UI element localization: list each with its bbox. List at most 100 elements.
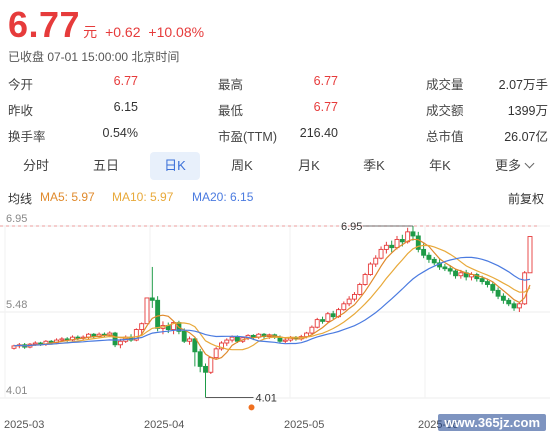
candle-body [522, 272, 528, 305]
candle-body [442, 266, 448, 270]
candle-body [171, 322, 177, 331]
candle-body [490, 284, 496, 291]
indicator-legend: 均线 MA5: 5.97 MA10: 5.97 MA20: 6.15 前复权 [8, 190, 548, 206]
x-tick-label: 2025-03 [4, 419, 44, 431]
candle-body [309, 326, 315, 334]
tab-yearly-k[interactable]: 年K [429, 158, 451, 173]
candle-body [511, 303, 517, 309]
candle-body [500, 295, 506, 301]
quote-label: 换手率 [8, 130, 46, 144]
candle-body [341, 303, 347, 311]
candle-body [426, 254, 432, 260]
candle-body [367, 263, 373, 276]
candle-body [431, 258, 437, 264]
candle-body [421, 248, 427, 256]
current-price: 6.77 [8, 4, 81, 45]
change-percent: +10.08% [148, 24, 205, 40]
candle-body [399, 239, 405, 243]
candle-body [117, 340, 123, 346]
price-unit: 元 [83, 24, 98, 40]
quote-label: 总市值 [426, 130, 464, 144]
quote-value: 6.77 [113, 74, 138, 88]
candle-body [458, 272, 464, 277]
candle-body [320, 319, 325, 322]
market-status: 已收盘 07-01 15:00:00 北京时间 [8, 50, 180, 64]
candle-body [527, 236, 533, 274]
candle-body [59, 338, 65, 341]
quote-label: 今开 [8, 78, 34, 92]
candle-body [133, 329, 139, 341]
candle-body [213, 348, 219, 359]
quote-row: 换手率 0.54% 市盈(TTM) 216.40 总市值 26.07亿 [8, 122, 548, 148]
candle-body [32, 342, 38, 345]
high-label: 6.95 [341, 221, 362, 233]
low-label: 4.01 [256, 392, 277, 404]
candle-body [219, 342, 224, 350]
y-tick-label: 6.95 [6, 213, 27, 225]
quote-value: 6.15 [113, 100, 138, 114]
candle-body [234, 336, 240, 342]
tab-daily-k[interactable]: 日K [150, 152, 200, 180]
quote-row: 今开 6.77 最高 6.77 成交量 2.07万手 [8, 70, 548, 96]
candle-body [415, 235, 421, 250]
candle-body [383, 244, 389, 250]
ma5-value: MA5: 5.97 [40, 190, 95, 204]
candle-body [453, 270, 458, 277]
candle-body [192, 338, 198, 353]
quote-label: 昨收 [8, 104, 34, 118]
candle-body [314, 319, 320, 328]
candle-body [330, 313, 336, 318]
x-tick-label: 2025-05 [284, 419, 324, 431]
x-tick-label: 2025-04 [144, 419, 184, 431]
candle-body [149, 297, 155, 301]
event-dot [248, 404, 255, 411]
candle-body [389, 244, 395, 249]
tab-monthly-k[interactable]: 月K [298, 158, 320, 173]
tab-quarterly-k[interactable]: 季K [363, 158, 385, 173]
tab-weekly-k[interactable]: 周K [231, 158, 253, 173]
quote-value: 26.07亿 [504, 130, 548, 144]
ma20-line [13, 256, 531, 347]
candle-body [229, 336, 235, 341]
tab-intraday[interactable]: 分时 [22, 158, 49, 173]
ma20-value: MA20: 6.15 [192, 190, 254, 204]
candle-body [144, 297, 150, 325]
price-change: +0.62 +10.08% [105, 24, 208, 40]
candle-body [112, 332, 118, 346]
k-line-chart[interactable]: 6.955.484.012025-032025-042025-052025-06… [0, 208, 550, 436]
candle-body [197, 351, 203, 367]
tab-five-day[interactable]: 五日 [92, 158, 119, 173]
candle-body [11, 345, 17, 349]
quote-label: 最低 [218, 104, 244, 118]
candle-body [282, 339, 288, 342]
candle-body [479, 278, 485, 283]
candle-body [516, 303, 522, 309]
candle-body [155, 299, 161, 329]
ma-label[interactable]: 均线 [8, 192, 33, 206]
price-header: 6.77 元 +0.62 +10.08% [8, 4, 208, 46]
ma10-line [13, 244, 531, 351]
y-tick-label: 5.48 [6, 299, 27, 311]
ma10-value: MA10: 5.97 [112, 190, 174, 204]
quote-value: 0.54% [102, 126, 138, 140]
quote-value: 2.07万手 [498, 78, 548, 92]
candle-body [484, 281, 490, 285]
candle-body [187, 338, 192, 342]
candle-body [378, 248, 384, 259]
candle-body [410, 231, 416, 237]
candle-body [362, 274, 368, 285]
candle-body [506, 299, 512, 305]
tab-more[interactable]: 更多 [484, 152, 544, 180]
candle-body [224, 339, 230, 344]
quote-label: 成交额 [426, 104, 464, 118]
candle-body [357, 284, 363, 295]
candle-body [203, 365, 208, 373]
quote-value: 6.77 [313, 100, 338, 114]
candle-body [352, 293, 357, 300]
change-amount: +0.62 [105, 24, 141, 40]
quote-label: 最高 [218, 78, 244, 92]
quote-value: 1399万 [507, 104, 548, 118]
quote-grid: 今开 6.77 最高 6.77 成交量 2.07万手 昨收 6.15 最低 6.… [8, 70, 548, 148]
candle-body [139, 323, 145, 331]
adjust-mode[interactable]: 前复权 [507, 192, 544, 206]
